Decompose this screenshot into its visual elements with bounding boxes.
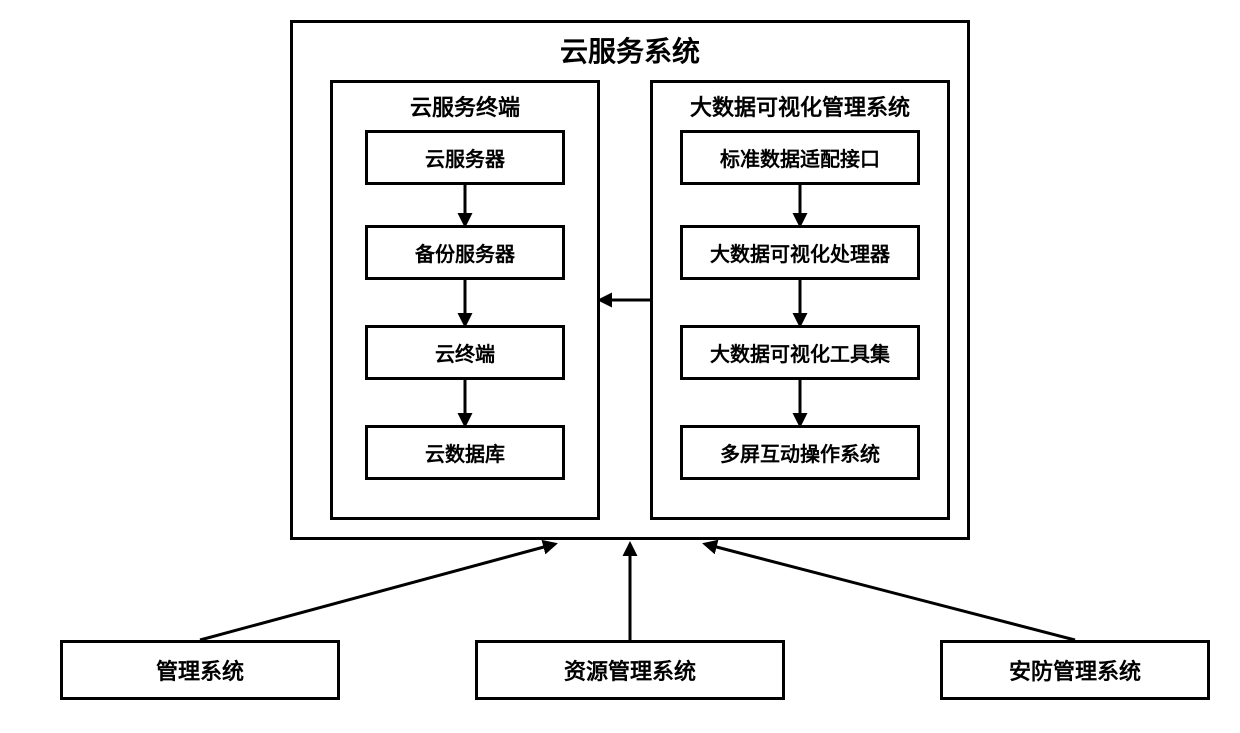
node-label: 备份服务器 [415, 238, 515, 267]
edge-arrow [705, 544, 1075, 640]
node-label: 资源管理系统 [564, 654, 696, 686]
node-label: 多屏互动操作系统 [720, 438, 880, 467]
cloud-server-node: 云服务器 [365, 130, 565, 185]
node-label: 云数据库 [425, 438, 505, 467]
viz-processor-node: 大数据可视化处理器 [680, 225, 920, 280]
node-label: 大数据可视化工具集 [710, 338, 890, 367]
cloud-term-node: 云终端 [365, 325, 565, 380]
viz-toolkit-node: 大数据可视化工具集 [680, 325, 920, 380]
node-label: 云终端 [435, 338, 495, 367]
resource-mgmt-node: 资源管理系统 [475, 640, 785, 700]
cloud-terminal-group-title: 云服务终端 [330, 90, 600, 122]
node-label: 云服务器 [425, 143, 505, 172]
node-label: 标准数据适配接口 [720, 143, 880, 172]
node-label: 大数据可视化处理器 [710, 238, 890, 267]
mgmt-system-node: 管理系统 [60, 640, 340, 700]
multiscreen-node: 多屏互动操作系统 [680, 425, 920, 480]
edge-arrow [200, 544, 555, 640]
security-mgmt-node: 安防管理系统 [940, 640, 1210, 700]
bigdata-mgmt-group-title: 大数据可视化管理系统 [650, 90, 950, 122]
cloud-system-title: 云服务系统 [290, 30, 970, 70]
node-label: 管理系统 [156, 654, 244, 686]
std-adapter-node: 标准数据适配接口 [680, 130, 920, 185]
node-label: 安防管理系统 [1009, 654, 1141, 686]
cloud-db-node: 云数据库 [365, 425, 565, 480]
backup-server-node: 备份服务器 [365, 225, 565, 280]
